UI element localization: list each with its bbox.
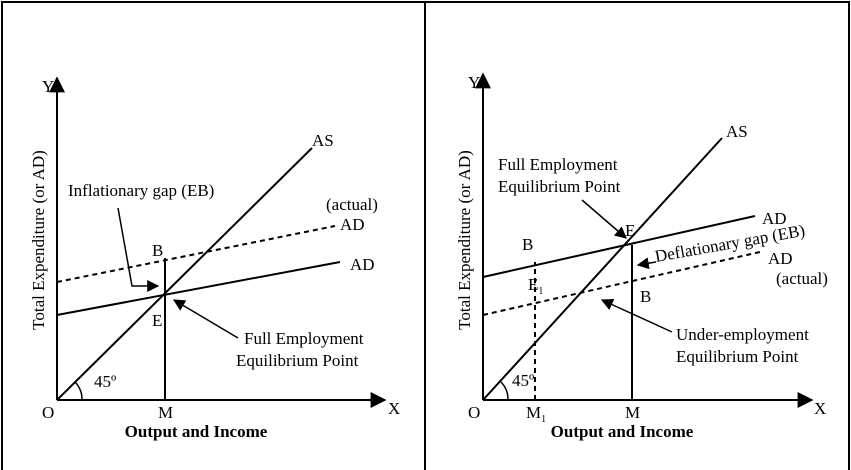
point-line-1: Full Employment [244, 329, 364, 348]
as-line [56, 147, 313, 401]
under-point-arrow [600, 299, 673, 333]
e-label: E [625, 221, 635, 240]
ad-actual-label: AD [340, 215, 365, 234]
angle-arc [74, 381, 83, 401]
m-label: M [625, 403, 640, 422]
right-panel: Y X O Total Expenditure (or AD) Output a… [455, 72, 828, 441]
under-point-line-1: Under-employment [676, 325, 809, 344]
x-label: Output and Income [125, 422, 268, 441]
gap-arrow [636, 257, 657, 270]
left-panel: Y X O Total Expenditure (or AD) Output a… [29, 76, 400, 441]
under-point-line-2: Equilibrium Point [676, 347, 799, 366]
x-axis-letter: X [388, 399, 400, 418]
as-label: AS [726, 122, 748, 141]
angle: 45º [94, 372, 116, 391]
origin: O [42, 403, 54, 422]
b-label: B [152, 241, 163, 260]
point-arrow [581, 199, 627, 239]
m-label: M [158, 403, 173, 422]
origin: O [468, 403, 480, 422]
ad-actual-label: AD [768, 249, 793, 268]
gap-label: Inflationary gap (EB) [68, 181, 214, 200]
ad-actual-line [56, 225, 336, 283]
angle-arc [500, 381, 509, 401]
actual-label: (actual) [776, 269, 828, 288]
y-label: Total Expenditure (or AD) [455, 150, 474, 330]
point-arrow [172, 299, 239, 339]
actual-label: (actual) [326, 195, 378, 214]
e-label: E [152, 311, 162, 330]
m1-label: M1 [526, 403, 546, 425]
b-upper-label: B [522, 235, 533, 254]
ad-label: AD [762, 209, 787, 228]
ad-label: AD [350, 255, 375, 274]
point-line-2: Equilibrium Point [236, 351, 359, 370]
point-line-2: Equilibrium Point [498, 177, 621, 196]
point-line-1: Full Employment [498, 155, 618, 174]
gap-arrow [117, 207, 160, 292]
ad-actual-line [482, 251, 761, 316]
x-label: Output and Income [551, 422, 694, 441]
as-label: AS [312, 131, 334, 150]
y-label: Total Expenditure (or AD) [29, 150, 48, 330]
b-lower-label: B [640, 287, 651, 306]
angle: 45º [512, 371, 534, 390]
ad-line [482, 215, 756, 278]
as-line [482, 137, 723, 401]
x-axis-letter: X [814, 399, 826, 418]
y-axis-letter: Y [42, 77, 54, 96]
e1-label: E1 [528, 275, 543, 297]
ad-line [56, 261, 341, 316]
y-axis-letter: Y [468, 73, 480, 92]
